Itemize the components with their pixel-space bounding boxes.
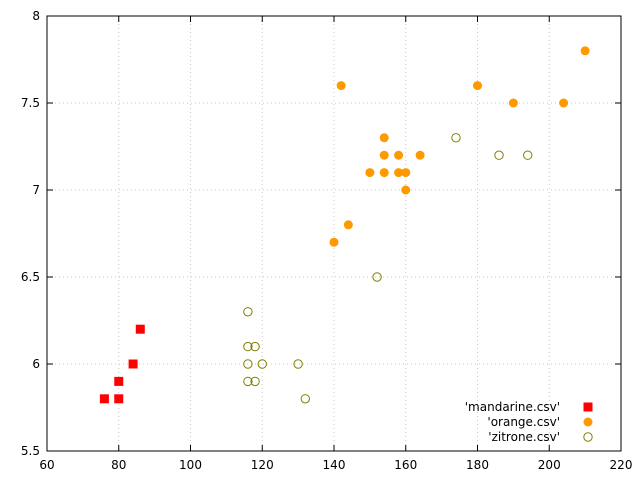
x-tick-label: 200 [538,458,561,472]
orange-point [394,150,404,160]
legend-label-orange: 'orange.csv' [487,415,560,429]
orange-point [336,81,346,91]
grid-lines [47,16,621,451]
zitrone-point [250,341,260,352]
x-tick-label: 80 [111,458,126,472]
mandarine-point [128,359,138,369]
orange-point [379,168,389,178]
x-tick-label: 140 [323,458,346,472]
zitrone-point [243,376,253,387]
zitrone-point [451,133,461,143]
orange-point [559,98,569,108]
orange-point [329,237,339,247]
legend-marker-orange [583,417,593,427]
y-tick-label: 7.5 [21,96,40,110]
mandarine-point [114,394,124,404]
orange-point [508,98,518,108]
mandarine-point [99,394,109,404]
x-tick-label: 160 [394,458,417,472]
y-tick-label: 8 [32,9,40,23]
zitrone-point [250,376,260,387]
mandarine-point [135,324,145,334]
zitrone-point [257,359,267,369]
legend: 'mandarine.csv''orange.csv''zitrone.csv' [465,400,593,444]
plot-border [46,15,622,452]
orange-point [343,220,353,230]
x-tick-label: 180 [466,458,489,472]
orange-point [401,168,411,178]
zitrone-point [300,394,310,404]
orange-point [394,168,404,178]
orange-point [379,133,389,143]
plot-frame [46,15,622,452]
zitrone-point [293,359,303,369]
zitrone-point [243,341,253,352]
zitrone-point [494,150,504,160]
orange-point [365,168,375,178]
orange-point [401,185,411,195]
orange-point [379,150,389,160]
zitrone-point [523,150,533,160]
y-tick-label: 6.5 [21,270,40,284]
zitrone-point [243,307,253,317]
legend-marker-zitrone [583,432,593,442]
orange-point [580,46,590,56]
zitrone-point [372,272,382,282]
x-tick-label: 120 [251,458,274,472]
legend-label-mandarine: 'mandarine.csv' [465,400,560,414]
y-tick-label: 6 [32,357,40,371]
y-tick-label: 7 [32,183,40,197]
data-points [99,46,590,404]
x-axis-ticks: 60 80 100 120 140 160 180 200 220 [39,16,632,472]
mandarine-point [114,376,124,386]
legend-marker-mandarine [583,402,593,412]
x-tick-label: 220 [610,458,633,472]
x-tick-label: 60 [39,458,54,472]
zitrone-point [243,359,253,369]
y-tick-label: 5.5 [21,444,40,458]
y-axis-ticks: 5.5 6 6.5 7 7.5 8 [21,9,621,458]
x-tick-label: 100 [179,458,202,472]
orange-point [473,81,482,91]
legend-label-zitrone: 'zitrone.csv' [488,430,560,444]
orange-point [415,150,425,160]
